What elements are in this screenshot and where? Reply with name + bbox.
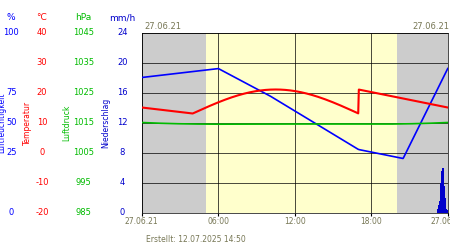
Text: Erstellt: 12.07.2025 14:50: Erstellt: 12.07.2025 14:50 <box>146 235 246 244</box>
Text: Niederschlag: Niederschlag <box>101 97 110 148</box>
Text: 27.06.21: 27.06.21 <box>412 22 449 31</box>
Bar <box>442 175 444 212</box>
Text: 8: 8 <box>120 148 125 157</box>
Text: mm/h: mm/h <box>109 13 135 22</box>
Bar <box>445 205 446 212</box>
Text: 995: 995 <box>76 178 91 187</box>
Text: 40: 40 <box>36 28 47 37</box>
Text: Luftfeuchtigkeit: Luftfeuchtigkeit <box>0 92 7 153</box>
Bar <box>446 210 448 212</box>
Text: 50: 50 <box>6 118 17 127</box>
Text: 20: 20 <box>117 58 128 67</box>
Text: %: % <box>7 13 16 22</box>
Text: 4: 4 <box>120 178 125 187</box>
Bar <box>436 211 438 212</box>
Text: Temperatur: Temperatur <box>23 100 32 144</box>
Text: 16: 16 <box>117 88 128 97</box>
Text: °C: °C <box>36 13 47 22</box>
Text: 75: 75 <box>6 88 17 97</box>
Bar <box>443 186 445 212</box>
Text: 985: 985 <box>75 208 91 217</box>
Text: 1045: 1045 <box>73 28 94 37</box>
Text: hPa: hPa <box>75 13 91 22</box>
Text: 1025: 1025 <box>73 88 94 97</box>
Bar <box>442 168 444 212</box>
Text: 12: 12 <box>117 118 128 127</box>
Text: 27.06.21: 27.06.21 <box>144 22 181 31</box>
Text: 1015: 1015 <box>73 118 94 127</box>
Text: 25: 25 <box>6 148 17 157</box>
Text: 24: 24 <box>117 28 128 37</box>
Text: 30: 30 <box>36 58 47 67</box>
Bar <box>438 205 440 212</box>
Text: 1035: 1035 <box>73 58 94 67</box>
Text: -20: -20 <box>35 208 49 217</box>
Bar <box>206 32 397 212</box>
Text: 1005: 1005 <box>73 148 94 157</box>
Bar <box>441 171 443 212</box>
Bar <box>446 209 447 212</box>
Text: 20: 20 <box>36 88 47 97</box>
Bar <box>440 182 442 212</box>
Text: 0: 0 <box>39 148 45 157</box>
Text: Luftdruck: Luftdruck <box>62 104 71 141</box>
Text: -10: -10 <box>35 178 49 187</box>
Bar <box>444 198 446 212</box>
Bar <box>440 194 441 212</box>
Bar <box>437 209 439 212</box>
Text: 10: 10 <box>36 118 47 127</box>
Bar <box>439 201 441 212</box>
Text: 100: 100 <box>4 28 19 37</box>
Text: 0: 0 <box>9 208 14 217</box>
Bar <box>397 32 448 212</box>
Text: 0: 0 <box>120 208 125 217</box>
Bar <box>142 32 206 212</box>
